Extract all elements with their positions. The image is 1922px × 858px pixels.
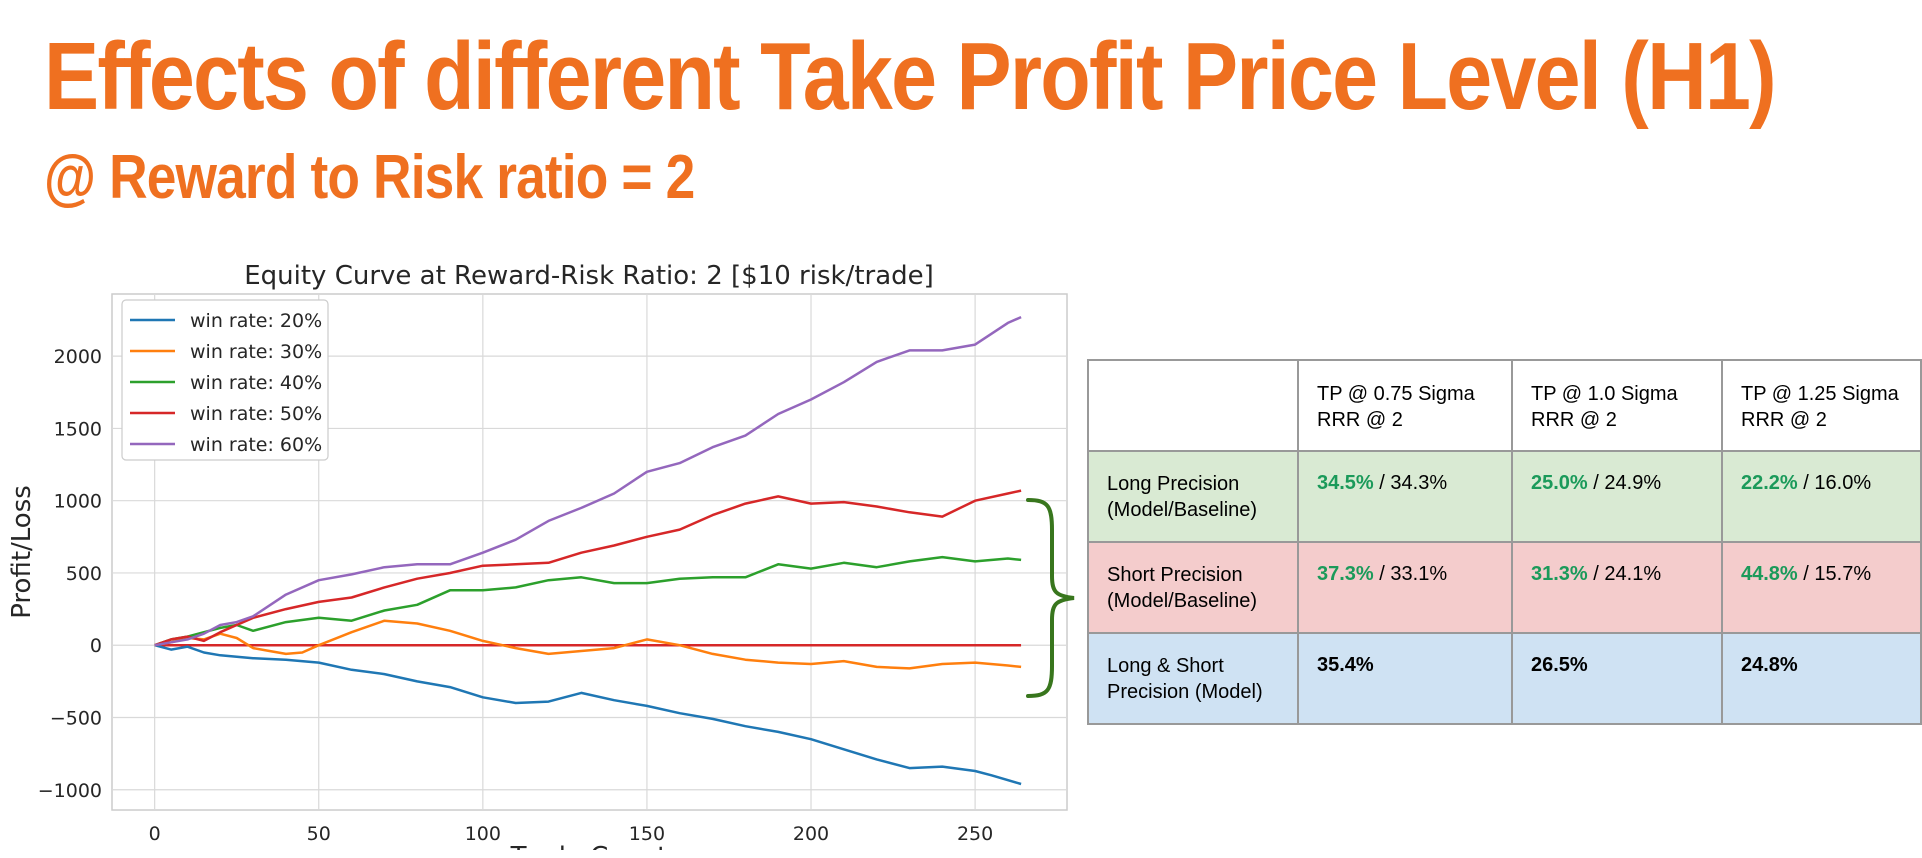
table-cell: 31.3% / 24.1%	[1511, 541, 1723, 634]
legend: win rate: 20% win rate: 30% win rate: 40% w…	[121, 299, 329, 461]
y-tick-label: 1000	[54, 491, 102, 513]
right-curly-brace	[1026, 498, 1075, 698]
y-tick-label: 1500	[54, 418, 102, 440]
row-label-line: (Model/Baseline)	[1107, 498, 1258, 521]
table-cell: 44.8% / 15.7%	[1721, 541, 1922, 634]
y-tick-label: 2000	[54, 346, 102, 368]
x-tick-label: 100	[465, 823, 501, 845]
legend-label: win rate: 50%	[190, 403, 322, 425]
header-line: RRR @ 2	[1317, 409, 1403, 431]
model-value: 44.8%	[1741, 563, 1798, 585]
legend-label: win rate: 60%	[190, 434, 322, 456]
header-line: TP @ 1.25 Sigma	[1741, 383, 1899, 405]
slide-title: Effects of different Take Profit Price L…	[44, 23, 1777, 130]
table-row-long-short-precision: Long & Short Precision (Model) 35.4% 26.5…	[1087, 632, 1922, 725]
table-cell: 26.5%	[1511, 632, 1723, 725]
x-tick-label: 50	[307, 823, 331, 845]
y-tick-label: −500	[50, 707, 102, 729]
series-line-2	[154, 619, 1022, 670]
legend-label: win rate: 40%	[190, 372, 322, 394]
header-cell: TP @ 1.25 Sigma RRR @ 2	[1721, 359, 1922, 452]
baseline-value: / 16.0%	[1797, 472, 1872, 494]
model-value: 31.3%	[1531, 563, 1588, 585]
y-tick-labels: −1000 −500 0 500 1000 1500 2000	[38, 346, 102, 802]
header-line: RRR @ 2	[1741, 409, 1827, 431]
x-tick-label: 200	[793, 823, 829, 845]
series-line-1	[154, 643, 1022, 786]
table-row-short-precision: Short Precision (Model/Baseline) 37.3% / …	[1087, 541, 1922, 634]
x-tick-labels: 0 50 100 150 200 250	[149, 823, 994, 845]
y-tick-label: 500	[66, 563, 102, 585]
model-value: 25.0%	[1531, 472, 1588, 494]
legend-label: win rate: 30%	[190, 341, 322, 363]
baseline-value: / 34.3%	[1373, 472, 1448, 494]
model-value: 34.5%	[1317, 472, 1374, 494]
table-cell: 25.0% / 24.9%	[1511, 450, 1723, 543]
header-cell: TP @ 1.0 Sigma RRR @ 2	[1511, 359, 1723, 452]
row-label: Long & Short Precision (Model)	[1087, 632, 1299, 725]
series-line-4	[154, 489, 1022, 647]
series-lines	[154, 315, 1022, 786]
series-line-5	[154, 315, 1022, 647]
model-value: 37.3%	[1317, 563, 1374, 585]
y-tick-label: 0	[90, 635, 102, 657]
x-axis-label: Trade Count	[510, 842, 668, 850]
row-label-line: Long Precision	[1107, 472, 1240, 495]
y-axis-label: Profit/Loss	[7, 485, 37, 619]
row-label-line: Long & Short	[1107, 654, 1224, 677]
header-line: TP @ 0.75 Sigma	[1317, 383, 1475, 405]
precision-table: TP @ 0.75 Sigma RRR @ 2 TP @ 1.0 Sigma RRR…	[1087, 359, 1922, 725]
baseline-value: / 24.1%	[1587, 563, 1662, 585]
header-cell: TP @ 0.75 Sigma RRR @ 2	[1297, 359, 1513, 452]
chart-title: Equity Curve at Reward-Risk Ratio: 2 [$1…	[244, 261, 934, 291]
row-label: Short Precision (Model/Baseline)	[1087, 541, 1299, 634]
table-cell: 24.8%	[1721, 632, 1922, 725]
row-label-line: Short Precision	[1107, 563, 1243, 586]
legend-label: win rate: 20%	[190, 310, 322, 332]
y-tick-label: −1000	[38, 780, 102, 802]
table-cell: 37.3% / 33.1%	[1297, 541, 1513, 634]
table-header-row: TP @ 0.75 Sigma RRR @ 2 TP @ 1.0 Sigma RRR…	[1087, 359, 1922, 452]
table-cell: 34.5% / 34.3%	[1297, 450, 1513, 543]
baseline-value: / 15.7%	[1797, 563, 1872, 585]
baseline-value: / 24.9%	[1587, 472, 1662, 494]
model-value: 22.2%	[1741, 472, 1798, 494]
header-line: TP @ 1.0 Sigma	[1531, 383, 1678, 405]
slide-subtitle: @ Reward to Risk ratio = 2	[44, 143, 695, 212]
header-cell-empty	[1087, 359, 1299, 452]
row-label-line: (Model/Baseline)	[1107, 589, 1258, 612]
row-label-line: Precision (Model)	[1107, 680, 1263, 703]
table-cell: 22.2% / 16.0%	[1721, 450, 1922, 543]
x-tick-label: 0	[149, 823, 161, 845]
x-tick-label: 250	[957, 823, 993, 845]
legend-box	[121, 299, 329, 461]
table-cell: 35.4%	[1297, 632, 1513, 725]
equity-curve-chart: 0 50 100 150 200 250 −1000 −500 0 500 1000 1500 200…	[7, 261, 1068, 850]
table-row-long-precision: Long Precision (Model/Baseline) 34.5% / 3…	[1087, 450, 1922, 543]
row-label: Long Precision (Model/Baseline)	[1087, 450, 1299, 543]
header-line: RRR @ 2	[1531, 409, 1617, 431]
baseline-value: / 33.1%	[1373, 563, 1448, 585]
x-tick-label: 150	[629, 823, 665, 845]
